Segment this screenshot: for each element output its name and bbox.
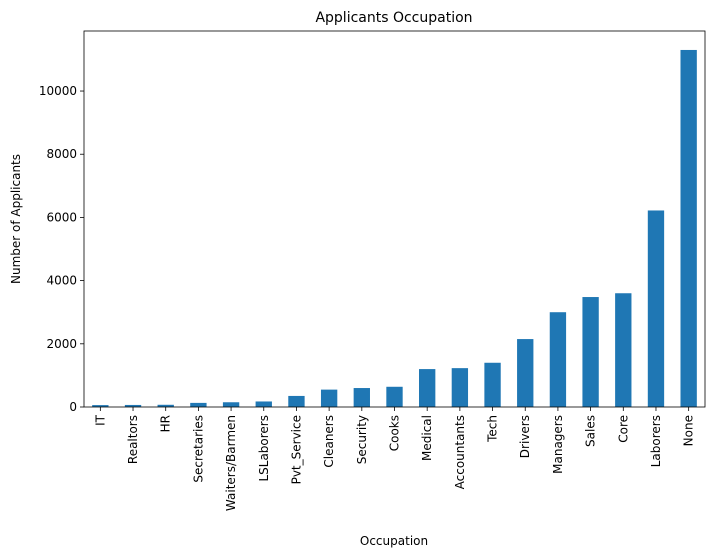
- bar-none: [680, 49, 697, 408]
- bar-waiters-barmen: [222, 402, 240, 407]
- x-tick-label: None: [682, 415, 696, 446]
- x-tick-label: Waiters/Barmen: [224, 415, 238, 511]
- bar-hr: [157, 404, 174, 407]
- x-tick-label: Core: [616, 415, 630, 443]
- x-tick-label: IT: [93, 414, 107, 426]
- bar-tech: [484, 362, 501, 407]
- x-tick-label: Cooks: [388, 415, 402, 451]
- x-tick-label: Sales: [584, 415, 598, 447]
- chart-title: Applicants Occupation: [315, 10, 472, 26]
- bar-laborers: [647, 210, 665, 407]
- bar-lslaborers: [255, 401, 272, 407]
- x-tick-label: Managers: [551, 415, 565, 474]
- bar-security: [353, 388, 370, 407]
- bar-it: [92, 405, 109, 407]
- x-axis-label: Occupation: [360, 534, 428, 548]
- bar-secretaries: [190, 402, 207, 407]
- y-tick-label: 6000: [46, 210, 77, 224]
- bar-pvt-service: [288, 395, 305, 407]
- bar-medical: [419, 369, 436, 407]
- x-tick-label: LSLaborers: [257, 415, 271, 482]
- x-tick-label: Drivers: [518, 415, 532, 458]
- x-tick-label: Laborers: [649, 415, 663, 467]
- x-tick-label: HR: [159, 415, 173, 432]
- bar-managers: [549, 312, 567, 407]
- x-tick-label: Realtors: [126, 415, 140, 464]
- bar-cleaners: [320, 389, 338, 407]
- bar-drivers: [517, 339, 534, 407]
- x-tick-label: Security: [355, 415, 369, 464]
- x-tick-label: Cleaners: [322, 415, 336, 468]
- x-tick-label: Accountants: [453, 415, 467, 489]
- y-tick-label: 4000: [46, 274, 77, 288]
- y-tick-label: 8000: [46, 147, 77, 161]
- bar-accountants: [451, 368, 469, 407]
- y-tick-label: 10000: [39, 84, 77, 98]
- plot-area: 0 2000 4000 6000 8000 10000 IT Realtors HR Secret…: [39, 30, 706, 511]
- y-tick-label: 0: [69, 400, 77, 414]
- plot-frame: [83, 30, 706, 408]
- x-tick-label: Pvt_Service: [289, 415, 303, 484]
- y-tick-label: 2000: [46, 337, 77, 351]
- x-tick-label: Secretaries: [191, 415, 205, 483]
- y-axis-label: Number of Applicants: [9, 154, 23, 284]
- bar-core: [615, 293, 632, 407]
- x-tick-label: Tech: [486, 415, 500, 443]
- x-tick-label: Medical: [420, 415, 434, 461]
- bar-realtors: [124, 404, 142, 407]
- bar-sales: [582, 297, 599, 407]
- bar-cooks: [386, 386, 403, 407]
